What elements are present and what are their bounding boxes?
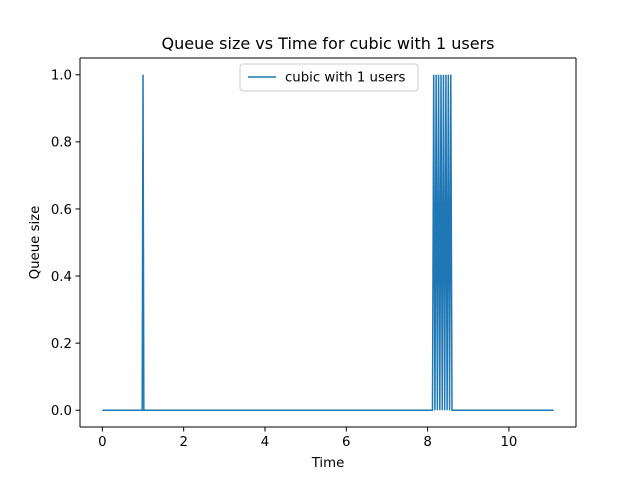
x-axis-label: Time: [311, 456, 345, 471]
y-axis-label: Queue size: [28, 206, 43, 280]
legend: cubic with 1 users: [239, 63, 419, 92]
series-line-0: [102, 74, 554, 411]
y-tick-label: 0.2: [51, 337, 72, 352]
y-tick-label: 0.6: [51, 203, 72, 218]
y-tick-label: 0.4: [51, 270, 72, 285]
series-layer: [102, 74, 554, 411]
plot-area: [80, 58, 576, 427]
y-tick-label: 1.0: [51, 69, 72, 84]
y-ticks: 0.0 0.2 0.4 0.6 0.8 1.0: [51, 69, 80, 419]
chart-title: Queue size vs Time for cubic with 1 user…: [162, 34, 495, 53]
x-ticks: 0 2 4 6 8 10: [98, 427, 517, 450]
x-tick-label: 0: [98, 435, 106, 450]
x-tick-label: 8: [423, 435, 431, 450]
legend-label: cubic with 1 users: [285, 71, 406, 86]
x-tick-label: 2: [179, 435, 187, 450]
x-tick-label: 4: [261, 435, 269, 450]
x-tick-label: 6: [342, 435, 350, 450]
legend-box: [239, 63, 419, 92]
y-tick-label: 0.0: [51, 404, 72, 419]
y-tick-label: 0.8: [51, 136, 72, 151]
x-tick-label: 10: [500, 435, 517, 450]
axes-frame: [79, 57, 577, 428]
